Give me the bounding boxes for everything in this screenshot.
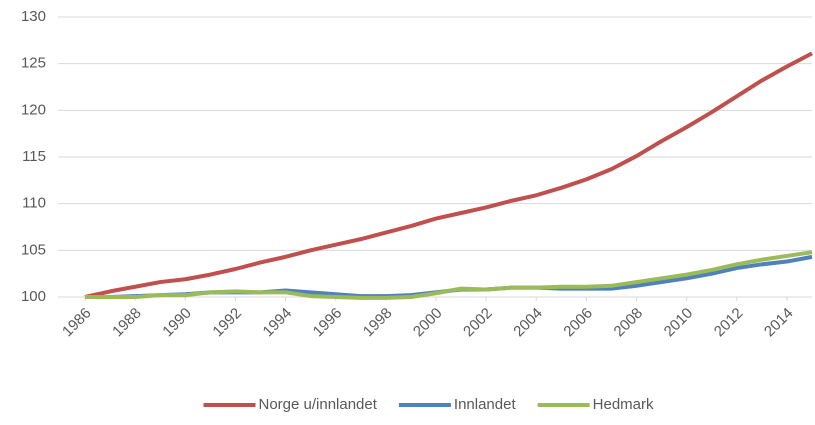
x-tick-label: 2012 <box>711 305 747 341</box>
series-line <box>84 51 813 299</box>
x-tick-label: 2008 <box>611 305 647 341</box>
legend-label: Norge u/innlandet <box>258 396 377 413</box>
legend-label: Innlandet <box>454 396 517 413</box>
x-tick-label: 2006 <box>560 305 596 341</box>
x-tick-label: 1988 <box>109 305 145 341</box>
series-line <box>85 250 813 300</box>
x-tick-label: 2010 <box>661 305 697 341</box>
x-tick-label: 2014 <box>761 305 797 341</box>
x-tick-label: 2002 <box>460 305 496 341</box>
y-tick-label: 110 <box>22 195 46 212</box>
x-tick-label: 2004 <box>510 305 546 341</box>
y-tick-label: 115 <box>22 148 46 165</box>
x-tick-label: 1994 <box>260 305 296 341</box>
x-tick-label: 1996 <box>310 305 346 341</box>
x-tick-label: 1998 <box>360 305 396 341</box>
y-tick-label: 120 <box>21 101 46 118</box>
y-tick-label: 130 <box>21 8 46 25</box>
x-tick-label: 1990 <box>159 305 195 341</box>
y-tick-label: 125 <box>21 55 46 72</box>
x-tick-label: 1986 <box>59 305 95 341</box>
y-tick-label: 100 <box>21 288 46 305</box>
legend-label: Hedmark <box>593 396 654 413</box>
y-tick-label: 105 <box>21 241 46 258</box>
x-tick-label: 1992 <box>209 305 245 341</box>
x-tick-label: 2000 <box>410 305 446 341</box>
